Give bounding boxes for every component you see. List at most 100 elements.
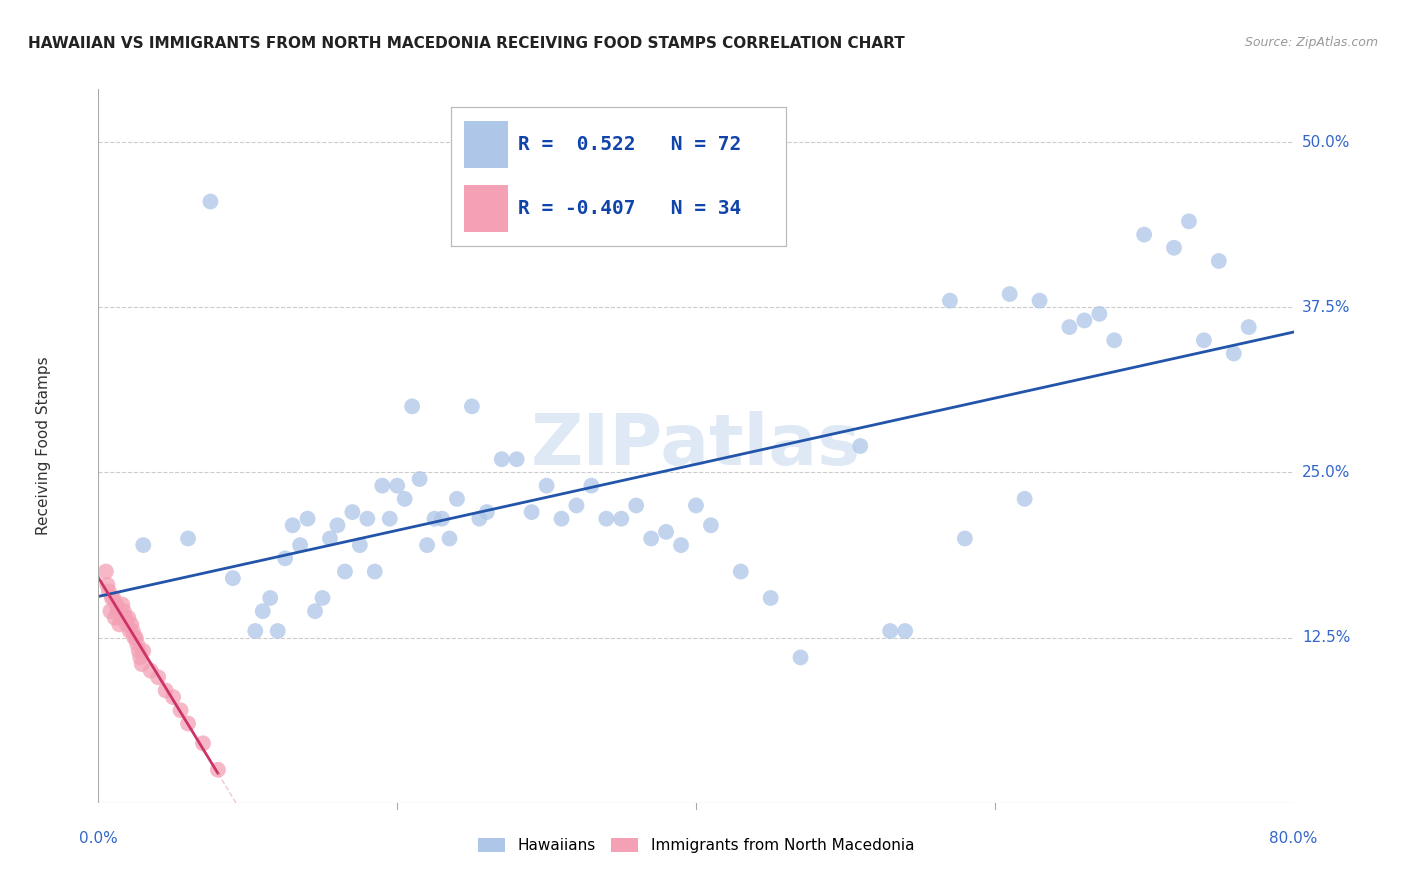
- Point: [200, 194, 222, 209]
- Point: [879, 624, 901, 638]
- Point: [1223, 346, 1246, 360]
- Point: [685, 499, 707, 513]
- Point: [125, 631, 148, 645]
- Point: [423, 511, 446, 525]
- Point: [124, 631, 146, 645]
- Point: [105, 598, 128, 612]
- Point: [118, 624, 141, 638]
- Point: [700, 518, 723, 533]
- Point: [191, 736, 214, 750]
- Point: [148, 670, 170, 684]
- Point: [401, 400, 423, 414]
- Text: HAWAIIAN VS IMMIGRANTS FROM NORTH MACEDONIA RECEIVING FOOD STAMPS CORRELATION CH: HAWAIIAN VS IMMIGRANTS FROM NORTH MACEDO…: [28, 36, 905, 51]
- Point: [333, 565, 356, 579]
- Point: [669, 538, 692, 552]
- Point: [759, 591, 782, 605]
- Point: [108, 617, 131, 632]
- Point: [104, 611, 127, 625]
- Point: [430, 511, 453, 525]
- Point: [730, 565, 752, 579]
- Point: [114, 611, 136, 625]
- Point: [111, 598, 134, 612]
- Point: [245, 624, 267, 638]
- Point: [139, 664, 162, 678]
- Text: 0.0%: 0.0%: [79, 830, 118, 846]
- Point: [94, 565, 117, 579]
- Point: [595, 511, 617, 525]
- Point: [207, 763, 229, 777]
- Point: [953, 532, 976, 546]
- Point: [565, 499, 588, 513]
- Point: [252, 604, 274, 618]
- Point: [1059, 320, 1081, 334]
- Point: [894, 624, 917, 638]
- Point: [103, 591, 125, 605]
- Point: [177, 716, 200, 731]
- Point: [259, 591, 281, 605]
- Point: [98, 604, 122, 618]
- Point: [550, 511, 572, 525]
- Point: [121, 624, 143, 638]
- Text: 12.5%: 12.5%: [1302, 630, 1350, 645]
- Point: [326, 518, 349, 533]
- Point: [177, 532, 200, 546]
- Point: [998, 287, 1021, 301]
- Point: [128, 644, 150, 658]
- Point: [939, 293, 962, 308]
- Point: [1178, 214, 1201, 228]
- Point: [1088, 307, 1111, 321]
- Point: [1133, 227, 1156, 242]
- Y-axis label: Receiving Food Stamps: Receiving Food Stamps: [35, 357, 51, 535]
- Point: [342, 505, 364, 519]
- Point: [468, 511, 491, 525]
- Point: [461, 400, 484, 414]
- Point: [107, 604, 129, 618]
- Point: [101, 591, 124, 605]
- Point: [789, 650, 811, 665]
- Point: [110, 611, 132, 625]
- Point: [364, 565, 387, 579]
- Point: [1208, 254, 1230, 268]
- Point: [371, 478, 394, 492]
- Point: [491, 452, 513, 467]
- Text: Source: ZipAtlas.com: Source: ZipAtlas.com: [1244, 36, 1378, 49]
- Point: [475, 505, 498, 519]
- Point: [155, 683, 177, 698]
- Point: [297, 511, 319, 525]
- Point: [1192, 333, 1215, 347]
- Point: [385, 478, 409, 492]
- Text: ZIPatlas: ZIPatlas: [531, 411, 860, 481]
- Point: [849, 439, 872, 453]
- Point: [536, 478, 558, 492]
- Point: [349, 538, 371, 552]
- Point: [1104, 333, 1126, 347]
- Point: [311, 591, 333, 605]
- Point: [1073, 313, 1095, 327]
- Point: [416, 538, 439, 552]
- Point: [120, 617, 142, 632]
- Point: [117, 611, 139, 625]
- Point: [319, 532, 342, 546]
- Text: 50.0%: 50.0%: [1302, 135, 1350, 150]
- Point: [446, 491, 468, 506]
- Point: [115, 617, 138, 632]
- Point: [132, 644, 155, 658]
- Point: [1028, 293, 1050, 308]
- Point: [655, 524, 678, 539]
- Point: [408, 472, 430, 486]
- Point: [520, 505, 543, 519]
- Point: [129, 650, 152, 665]
- Point: [1163, 241, 1185, 255]
- Point: [506, 452, 529, 467]
- Point: [1237, 320, 1260, 334]
- Point: [162, 690, 184, 704]
- Text: 37.5%: 37.5%: [1302, 300, 1350, 315]
- Text: 80.0%: 80.0%: [1270, 830, 1317, 846]
- Point: [222, 571, 245, 585]
- Point: [640, 532, 662, 546]
- Point: [439, 532, 461, 546]
- Text: 25.0%: 25.0%: [1302, 465, 1350, 480]
- Legend: Hawaiians, Immigrants from North Macedonia: Hawaiians, Immigrants from North Macedon…: [471, 832, 921, 859]
- Point: [131, 657, 153, 671]
- Point: [132, 538, 155, 552]
